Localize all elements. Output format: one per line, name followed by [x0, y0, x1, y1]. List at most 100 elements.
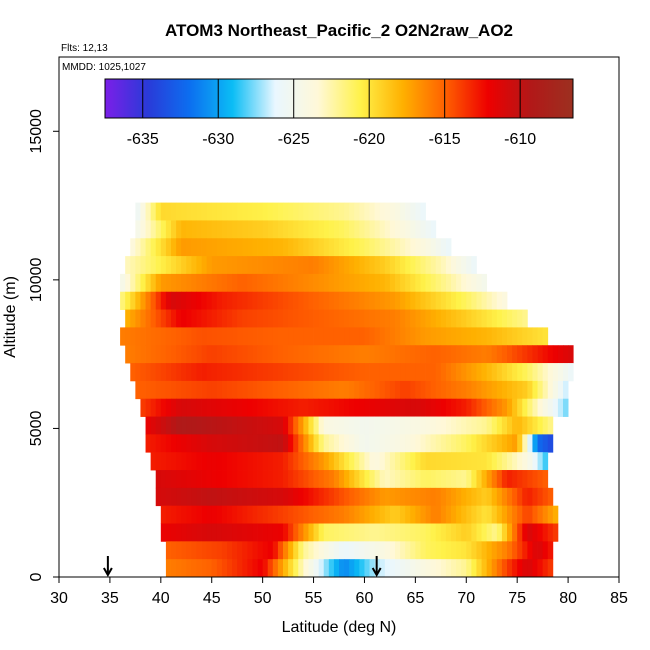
- heatmap-cell: [328, 434, 335, 453]
- heatmap-cell: [527, 452, 533, 471]
- heatmap-cell: [318, 273, 325, 293]
- heatmap-cell: [181, 327, 187, 346]
- heatmap-cell: [471, 327, 477, 346]
- heatmap-cell: [308, 309, 314, 328]
- heatmap-cell: [232, 238, 238, 257]
- heatmap-cell: [491, 487, 498, 507]
- heatmap-cell: [389, 273, 396, 293]
- heatmap-cell: [445, 273, 452, 293]
- heatmap-cell: [313, 327, 320, 346]
- heatmap-cell: [461, 541, 467, 560]
- heatmap-cell: [125, 273, 131, 293]
- heatmap-cell: [171, 559, 177, 578]
- heatmap-cell: [501, 291, 508, 310]
- heatmap-cell: [369, 398, 376, 417]
- heatmap-cell: [140, 380, 146, 400]
- heatmap-cell: [196, 256, 202, 275]
- heatmap-cell: [160, 220, 167, 239]
- heatmap-cell: [359, 470, 365, 489]
- heatmap-cell: [445, 380, 452, 400]
- heatmap-cell: [425, 309, 432, 328]
- heatmap-cell: [522, 470, 528, 489]
- heatmap-cell: [430, 273, 437, 293]
- heatmap-cell: [333, 345, 340, 364]
- heatmap-cell: [466, 470, 472, 489]
- heatmap-cell: [221, 220, 228, 239]
- heatmap-cell: [298, 505, 304, 524]
- arrow-markers: [103, 556, 382, 578]
- heatmap-cell: [191, 416, 197, 435]
- heatmap-cell: [435, 505, 442, 524]
- heatmap-cell: [328, 523, 335, 542]
- heatmap-cell: [405, 541, 411, 560]
- heatmap-cell: [227, 487, 233, 507]
- heatmap-cell: [221, 434, 228, 453]
- heatmap-cell: [374, 434, 381, 453]
- heatmap-cell: [211, 487, 218, 507]
- heatmap-cell: [160, 470, 167, 489]
- heatmap-cell: [252, 398, 258, 417]
- heatmap-cell: [267, 380, 274, 400]
- heatmap-cell: [247, 220, 253, 239]
- heatmap-cell: [501, 541, 508, 560]
- heatmap-cell: [410, 309, 416, 328]
- heatmap-cell: [496, 559, 503, 578]
- heatmap-cell: [181, 363, 187, 382]
- heatmap-cell: [130, 273, 136, 293]
- heatmap-cell: [221, 363, 228, 382]
- heatmap-cell: [527, 505, 533, 524]
- heatmap-cell: [461, 487, 467, 507]
- heatmap-cell: [557, 363, 564, 382]
- heatmap-cell: [257, 273, 264, 293]
- heatmap-cell: [150, 452, 157, 471]
- heatmap-cell: [496, 452, 503, 471]
- heatmap-cell: [283, 345, 289, 364]
- heatmap-cell: [247, 487, 253, 507]
- heatmap-cell: [440, 398, 447, 417]
- heatmap-cell: [186, 309, 192, 328]
- heatmap-cell: [389, 256, 396, 275]
- heatmap-cell: [288, 309, 294, 328]
- heatmap-cell: [435, 434, 442, 453]
- heatmap-cell: [130, 345, 136, 364]
- heatmap-cell: [176, 327, 182, 346]
- heatmap-cell: [369, 523, 376, 542]
- heatmap-cell: [303, 202, 309, 221]
- heatmap-cell: [252, 256, 258, 275]
- heatmap-cell: [379, 327, 386, 346]
- heatmap-cell: [242, 434, 248, 453]
- heatmap-cell: [196, 559, 202, 578]
- heatmap-cell: [451, 398, 457, 417]
- heatmap-cell: [171, 487, 177, 507]
- heatmap-cell: [262, 416, 269, 435]
- heatmap-cell: [374, 452, 381, 471]
- altitude-band: [135, 380, 569, 400]
- x-tick-label: 50: [254, 590, 272, 607]
- heatmap-cell: [125, 291, 131, 310]
- heatmap-cell: [171, 202, 177, 221]
- heatmap-cell: [547, 434, 554, 453]
- heatmap-cell: [344, 398, 350, 417]
- heatmap-cell: [410, 345, 416, 364]
- heatmap-cell: [308, 380, 314, 400]
- heatmap-cell: [318, 238, 325, 257]
- heatmap-cell: [216, 470, 223, 489]
- heatmap-cell: [547, 363, 554, 382]
- heatmap-cell: [466, 505, 472, 524]
- heatmap-cell: [288, 541, 294, 560]
- heatmap-cell: [359, 238, 365, 257]
- heatmap-cell: [267, 470, 274, 489]
- heatmap-cell: [160, 452, 167, 471]
- y-tick-label: 15000: [28, 109, 45, 154]
- heatmap-cell: [542, 363, 549, 382]
- heatmap-cell: [277, 380, 284, 400]
- heatmap-cell: [405, 452, 411, 471]
- x-tick-label: 45: [203, 590, 221, 607]
- heatmap-cell: [252, 363, 258, 382]
- heatmap-cell: [257, 452, 264, 471]
- heatmap-cell: [150, 345, 157, 364]
- heatmap-cell: [267, 238, 274, 257]
- altitude-band: [155, 470, 549, 489]
- heatmap-cell: [288, 505, 294, 524]
